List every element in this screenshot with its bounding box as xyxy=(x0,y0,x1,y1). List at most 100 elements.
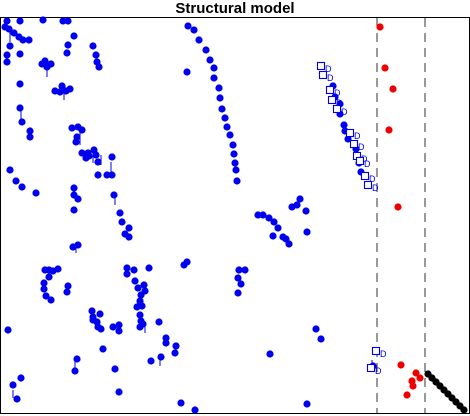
data-point-0-44 xyxy=(92,151,100,159)
data-point-0-123 xyxy=(218,105,226,113)
data-point-0-105 xyxy=(139,320,147,328)
data-point-0-108 xyxy=(162,339,170,347)
data-point-0-20 xyxy=(63,49,71,57)
data-point-0-49 xyxy=(103,171,111,179)
data-point-0-19 xyxy=(64,41,72,49)
data-point-0-25 xyxy=(95,63,103,71)
data-point-0-110 xyxy=(171,349,179,357)
data-point-0-136 xyxy=(241,266,249,274)
data-point-0-12 xyxy=(3,51,11,59)
svg-text:D: D xyxy=(375,366,382,376)
data-point-0-58 xyxy=(74,195,82,203)
data-point-0-137 xyxy=(254,211,262,219)
data-point-0-78 xyxy=(63,288,71,296)
data-point-0-6 xyxy=(5,25,13,33)
data-point-0-40 xyxy=(72,138,80,146)
data-point-0-120 xyxy=(210,74,218,82)
data-point-0-129 xyxy=(231,159,239,167)
data-point-0-145 xyxy=(282,235,290,243)
data-point-0-11 xyxy=(6,42,14,50)
data-point-0-132 xyxy=(235,266,243,274)
data-point-0-18 xyxy=(38,60,46,68)
data-point-0-106 xyxy=(155,318,163,326)
plot-frame xyxy=(0,17,470,414)
data-point-0-65 xyxy=(125,233,133,241)
data-point-0-126 xyxy=(226,131,234,139)
data-point-0-131 xyxy=(233,177,241,185)
data-point-0-119 xyxy=(210,64,218,72)
data-point-0-97 xyxy=(140,281,148,289)
data-point-0-47 xyxy=(94,158,102,166)
svg-text:D: D xyxy=(336,98,343,108)
data-point-0-125 xyxy=(223,123,231,131)
data-point-0-61 xyxy=(116,209,124,217)
data-point-0-34 xyxy=(26,127,34,135)
data-point-0-174 xyxy=(191,406,199,414)
data-point-0-87 xyxy=(115,321,123,329)
data-point-0-152 xyxy=(317,335,325,343)
data-point-0-79 xyxy=(88,307,96,315)
svg-text:D: D xyxy=(364,159,371,169)
data-point-0-113 xyxy=(183,68,191,76)
column-separators xyxy=(376,18,426,413)
data-point-0-101 xyxy=(133,303,141,311)
data-point-0-36 xyxy=(68,124,76,132)
data-point-0-26 xyxy=(58,82,66,90)
data-point-0-147 xyxy=(296,195,304,203)
data-point-0-159 xyxy=(344,135,352,143)
data-point-0-60 xyxy=(110,191,118,199)
svg-text:D: D xyxy=(341,107,348,117)
data-point-0-157 xyxy=(340,121,348,129)
data-point-0-175 xyxy=(266,350,274,358)
data-point-0-94 xyxy=(131,277,139,285)
svg-text:D: D xyxy=(380,349,387,359)
chart-title: Structural model xyxy=(175,0,294,17)
data-point-square-1: D xyxy=(318,70,334,83)
data-point-0-165 xyxy=(9,381,17,389)
data-point-0-38 xyxy=(78,126,86,134)
data-point-2-1 xyxy=(381,64,389,72)
data-point-0-141 xyxy=(274,224,282,232)
data-point-0-164 xyxy=(17,374,25,382)
data-point-0-134 xyxy=(237,280,245,288)
data-point-0-84 xyxy=(96,310,104,318)
data-point-square-4: D xyxy=(332,104,348,117)
data-point-0-55 xyxy=(32,189,40,197)
data-point-square-0: D xyxy=(316,61,332,74)
data-point-0-9 xyxy=(19,36,27,44)
data-point-2-9 xyxy=(403,391,411,399)
data-point-0-52 xyxy=(6,166,14,174)
svg-text:D: D xyxy=(372,183,379,193)
data-point-0-89 xyxy=(99,345,107,353)
data-point-0-124 xyxy=(221,114,229,122)
data-point-0-23 xyxy=(92,51,100,59)
data-point-0-51 xyxy=(108,153,116,161)
data-point-0-148 xyxy=(293,201,301,209)
data-point-0-73 xyxy=(40,279,48,287)
data-point-0-85 xyxy=(97,325,105,333)
data-point-0-128 xyxy=(230,150,238,158)
data-point-0-176 xyxy=(303,400,311,408)
data-point-0-14 xyxy=(16,50,24,58)
data-point-0-30 xyxy=(66,85,74,93)
svg-text:D: D xyxy=(358,142,365,152)
data-point-2-4 xyxy=(394,203,402,211)
data-point-0-75 xyxy=(42,292,50,300)
data-point-0-33 xyxy=(18,118,26,126)
data-point-0-121 xyxy=(215,84,223,92)
data-point-0-72 xyxy=(45,273,53,281)
data-point-0-16 xyxy=(47,60,55,68)
svg-text:D: D xyxy=(334,88,341,98)
data-point-0-10 xyxy=(25,36,33,44)
data-point-square-12: D xyxy=(366,363,382,376)
data-point-0-173 xyxy=(177,399,185,407)
data-point-0-35 xyxy=(26,133,34,141)
data-point-0-150 xyxy=(303,228,311,236)
data-point-0-98 xyxy=(141,287,149,295)
data-point-2-10 xyxy=(409,382,417,390)
data-point-0-116 xyxy=(195,36,203,44)
data-point-3-9 xyxy=(460,406,468,414)
data-point-2-5 xyxy=(397,361,405,369)
data-point-0-54 xyxy=(18,183,26,191)
